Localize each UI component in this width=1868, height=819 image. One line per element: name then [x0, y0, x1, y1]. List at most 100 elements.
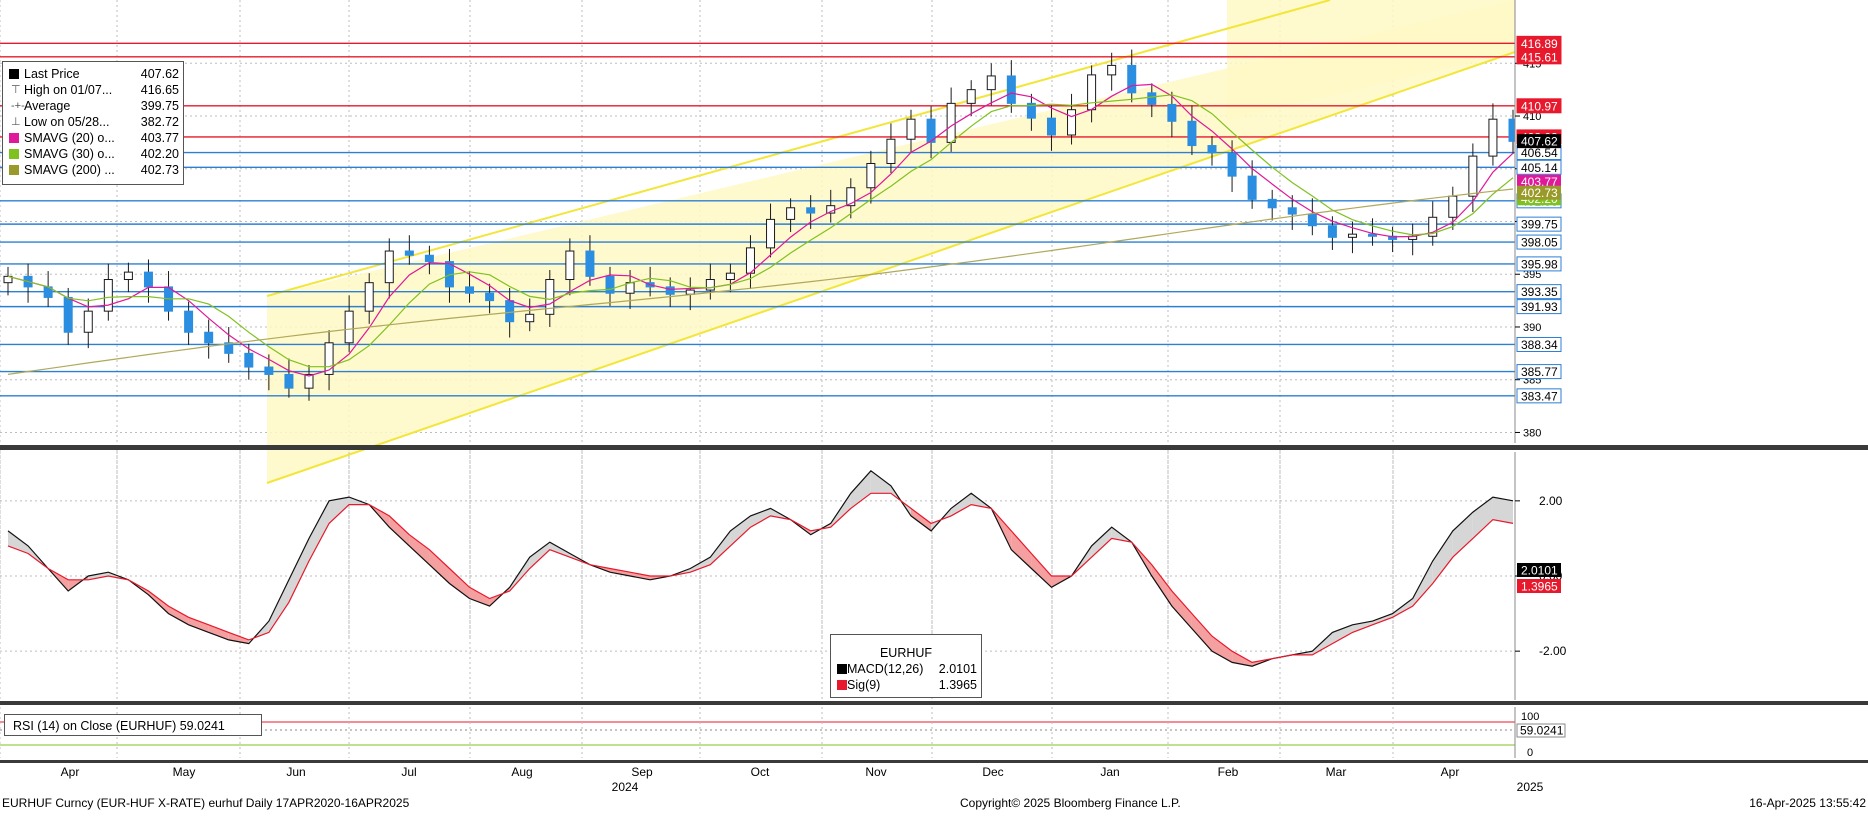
price-tick-label: 410 [1523, 111, 1541, 123]
level-tag-label: 410.97 [1521, 99, 1558, 113]
legend-value: 402.73 [140, 163, 179, 177]
candle-body [685, 289, 695, 295]
candle-body [224, 342, 234, 354]
macd-fill [1171, 591, 1192, 629]
macd-fill [730, 515, 751, 546]
macd-fill [268, 579, 289, 633]
macd-fill [710, 530, 731, 565]
candle-body [1448, 195, 1458, 218]
legend-value: 416.65 [140, 83, 179, 97]
candle-body [63, 296, 73, 333]
candle-body [1227, 152, 1237, 177]
level-tag-label: 398.05 [1521, 236, 1558, 250]
macd-fill [850, 470, 871, 509]
macd-fill [188, 617, 209, 633]
x-month-label: Nov [865, 765, 886, 779]
channel-lower-line [266, 51, 1516, 484]
candle-body [866, 162, 876, 189]
rsi-tick-0: 0 [1527, 747, 1533, 759]
level-tag [1516, 256, 1562, 272]
candle-body [364, 282, 374, 312]
macd-fill [429, 549, 450, 584]
legend-name: SMAVG (30) o... [24, 147, 115, 161]
value-tag [1517, 174, 1561, 189]
macd-fill [389, 515, 410, 546]
macd-fill [1412, 560, 1433, 607]
value-tag [1517, 134, 1561, 149]
legend-value: 403.77 [140, 131, 179, 145]
candle-body [946, 102, 956, 143]
candles [3, 49, 1518, 401]
legend-value: 382.72 [140, 115, 179, 129]
macd-fill [1432, 530, 1453, 584]
candle-body [986, 75, 996, 91]
candle-body [886, 138, 896, 164]
candle-body [705, 279, 715, 291]
candle-body [585, 250, 595, 277]
macd-legend-row: Sig(9) 1.3965 [831, 677, 981, 693]
candle-body [1247, 175, 1257, 200]
candle-body [1307, 213, 1317, 227]
x-month-label: Apr [61, 765, 80, 779]
x-month-label: Apr [1441, 765, 1460, 779]
macd-legend-row: MACD(12,26) 2.0101 [831, 661, 981, 677]
candle-body [1006, 75, 1016, 104]
rsi-value-tag [1516, 723, 1566, 738]
candle-body [424, 254, 434, 263]
legend-name: MACD(12,26) [847, 662, 924, 676]
legend-swatch [837, 664, 847, 674]
legend-name: High on 01/07... [24, 83, 113, 97]
candle-body [143, 271, 153, 288]
macd-legend[interactable]: EURHUF MACD(12,26) 2.0101 Sig(9) 1.3965 [830, 634, 982, 698]
x-month-label: Jul [401, 765, 416, 779]
price-axis-bg [1515, 0, 1868, 443]
candle-body [1488, 118, 1498, 157]
channel-upper-line [266, 0, 1331, 297]
level-tag [1516, 284, 1562, 300]
macd-fill [1312, 632, 1333, 655]
macd-legend-title: EURHUF [879, 646, 933, 660]
price-legend[interactable]: Last Price 407.62 ⊤ High on 01/07... 416.65-… [2, 61, 184, 185]
level-tag-label: 405.14 [1521, 161, 1558, 175]
legend-value: 402.20 [140, 147, 179, 161]
macd-fill [88, 572, 109, 580]
value-tag [1517, 185, 1561, 200]
candle-body [324, 342, 334, 375]
level-tag-label: 391.93 [1521, 300, 1558, 314]
level-tag [1516, 364, 1562, 380]
candle-body [304, 373, 314, 389]
price-legend-row: SMAVG (200) ... 402.73 [3, 162, 183, 178]
x-month-label: Oct [751, 765, 770, 779]
candle-body [1087, 74, 1097, 111]
macd-fill [630, 572, 651, 580]
level-tag [1516, 98, 1562, 114]
x-month-label: Aug [511, 765, 532, 779]
candle-body [485, 292, 495, 302]
candle-body [926, 118, 936, 143]
macd-fill [750, 508, 771, 528]
legend-name: SMAVG (200) ... [24, 163, 115, 177]
candle-body [284, 373, 294, 389]
level-tag-label: 395.98 [1521, 257, 1558, 271]
macd-fill [1472, 497, 1493, 539]
macd-fill [1392, 598, 1413, 618]
macd-fill [1232, 651, 1253, 667]
candle-body [103, 279, 113, 312]
macd-fill [148, 591, 169, 614]
macd-fill [690, 557, 711, 573]
x-month-label: Feb [1218, 765, 1239, 779]
level-tag-label: 383.47 [1521, 389, 1558, 403]
macd-fill [329, 497, 350, 524]
candle-body [204, 331, 214, 344]
footer-timestamp: 16-Apr-2025 13:55:42 [1749, 796, 1866, 810]
macd-fill [168, 606, 189, 625]
price-legend-row: -+- Average 399.75 [3, 98, 183, 114]
x-year-label: 2025 [1517, 780, 1544, 794]
legend-swatch [9, 133, 19, 143]
rsi-legend[interactable]: RSI (14) on Close (EURHUF) 59.0241 [4, 714, 262, 736]
sma20-line [7, 83, 1514, 377]
candle-body [665, 286, 675, 295]
candle-body [465, 286, 475, 294]
rsi-label: RSI (14) on Close (EURHUF) 59.0241 [13, 719, 225, 733]
